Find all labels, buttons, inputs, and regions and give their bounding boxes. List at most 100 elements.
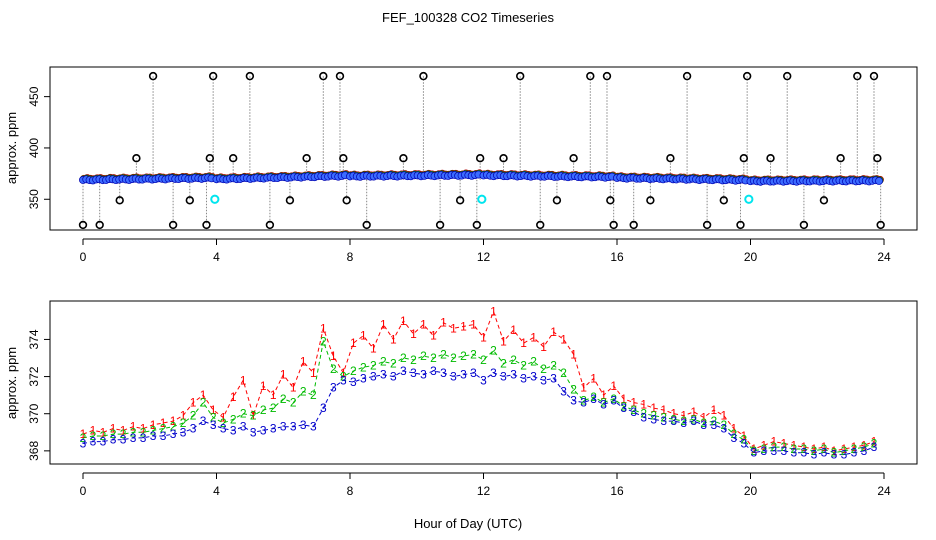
series-marker-1: 1 (160, 416, 167, 430)
series-marker-3: 3 (440, 366, 447, 380)
series-marker-2: 2 (240, 407, 247, 421)
series-marker-3: 3 (700, 418, 707, 432)
series-marker-2: 2 (791, 442, 798, 456)
series-marker-2: 2 (120, 427, 127, 441)
series-marker-3: 3 (310, 420, 317, 434)
series-marker-2: 2 (530, 355, 537, 369)
series-marker-1: 1 (260, 379, 267, 393)
series-marker-1: 1 (190, 396, 197, 410)
series-marker-1: 1 (700, 410, 707, 424)
series-marker-3: 3 (630, 405, 637, 419)
series-marker-1: 1 (750, 442, 757, 456)
series-marker-2: 2 (570, 383, 577, 397)
raw-point (666, 154, 675, 163)
series-marker-2: 2 (670, 412, 677, 426)
raw-point (115, 196, 124, 205)
series-marker-3: 3 (160, 429, 167, 443)
y-tick-label-bottom: 368 (27, 441, 41, 461)
y-axis-label-bottom: approx. ppm (4, 347, 19, 419)
series-marker-3: 3 (100, 435, 107, 449)
series-marker-3: 3 (750, 446, 757, 460)
series-marker-1: 1 (360, 329, 367, 343)
series-marker-1: 1 (460, 319, 467, 333)
series-marker-1: 1 (170, 414, 177, 428)
series-marker-3: 3 (450, 370, 457, 384)
series-marker-1: 1 (831, 444, 838, 458)
series-marker-2: 2 (380, 355, 387, 369)
series-marker-3: 3 (640, 410, 647, 424)
series-marker-1: 1 (730, 422, 737, 436)
series-marker-3: 3 (781, 444, 788, 458)
series-marker-1: 1 (761, 438, 768, 452)
raw-point (569, 154, 578, 163)
series-marker-2: 2 (90, 429, 97, 443)
series-marker-3: 3 (480, 373, 487, 387)
series-marker-2: 2 (130, 425, 137, 439)
series-marker-1: 1 (720, 409, 727, 423)
series-marker-2: 2 (230, 412, 237, 426)
series-marker-2: 2 (801, 442, 808, 456)
series-marker-1: 1 (350, 336, 357, 350)
series-marker-3: 3 (330, 381, 337, 395)
series-marker-3: 3 (821, 446, 828, 460)
raw-point (168, 220, 178, 230)
series-marker-3: 3 (290, 420, 297, 434)
series-marker-3: 3 (200, 414, 207, 428)
series-marker-3: 3 (560, 384, 567, 398)
series-marker-2: 2 (771, 440, 778, 454)
series-marker-1: 1 (220, 410, 227, 424)
series-marker-1: 1 (80, 427, 87, 441)
raw-point (435, 220, 445, 230)
series-marker-3: 3 (180, 425, 187, 439)
series-marker-2: 2 (841, 444, 848, 458)
series-marker-3: 3 (851, 446, 858, 460)
raw-point (362, 220, 371, 230)
series-marker-3: 3 (400, 364, 407, 378)
series-marker-1: 1 (420, 318, 427, 332)
raw-point (132, 154, 141, 163)
series-marker-1: 1 (560, 332, 567, 346)
series-marker-3: 3 (360, 371, 367, 385)
series-marker-2: 2 (330, 362, 337, 376)
series-marker-3: 3 (620, 401, 627, 415)
series-marker-2: 2 (761, 442, 768, 456)
series-marker-2: 2 (550, 358, 557, 372)
series-marker-3: 3 (350, 375, 357, 389)
series-marker-3: 3 (230, 423, 237, 437)
series-marker-1: 1 (330, 349, 337, 363)
series-marker-2: 2 (340, 370, 347, 384)
series-marker-2: 2 (300, 384, 307, 398)
series-marker-1: 1 (650, 401, 657, 415)
series-marker-1: 1 (841, 442, 848, 456)
series-marker-1: 1 (610, 379, 617, 393)
x-tick-label-top: 16 (610, 250, 624, 264)
series-marker-2: 2 (360, 360, 367, 374)
series-marker-1: 1 (370, 342, 377, 356)
series-marker-1: 1 (400, 314, 407, 328)
series-marker-2: 2 (190, 409, 197, 423)
series-marker-2: 2 (320, 334, 327, 348)
series-marker-2: 2 (821, 442, 828, 456)
series-marker-2: 2 (410, 353, 417, 367)
x-tick-label-bottom: 8 (347, 484, 354, 498)
series-marker-1: 1 (120, 423, 127, 437)
series-marker-3: 3 (270, 422, 277, 436)
series-marker-3: 3 (771, 444, 778, 458)
raw-point (869, 71, 879, 81)
series-marker-3: 3 (680, 416, 687, 430)
x-tick-label-top: 4 (213, 250, 220, 264)
series-marker-1: 1 (500, 334, 507, 348)
figure-title: FEF_100328 CO2 Timeseries (382, 10, 554, 25)
series-marker-2: 2 (630, 403, 637, 417)
series-marker-2: 2 (811, 444, 818, 458)
series-marker-1: 1 (470, 318, 477, 332)
raw-point (205, 154, 215, 163)
series-marker-2: 2 (610, 392, 617, 406)
series-marker-1: 1 (110, 422, 117, 436)
series-marker-2: 2 (370, 358, 377, 372)
raw-point (609, 220, 618, 230)
series-marker-3: 3 (210, 418, 217, 432)
series-marker-1: 1 (180, 409, 187, 423)
series-marker-2: 2 (690, 412, 697, 426)
y-axis-label-top: approx. ppm (4, 112, 19, 184)
